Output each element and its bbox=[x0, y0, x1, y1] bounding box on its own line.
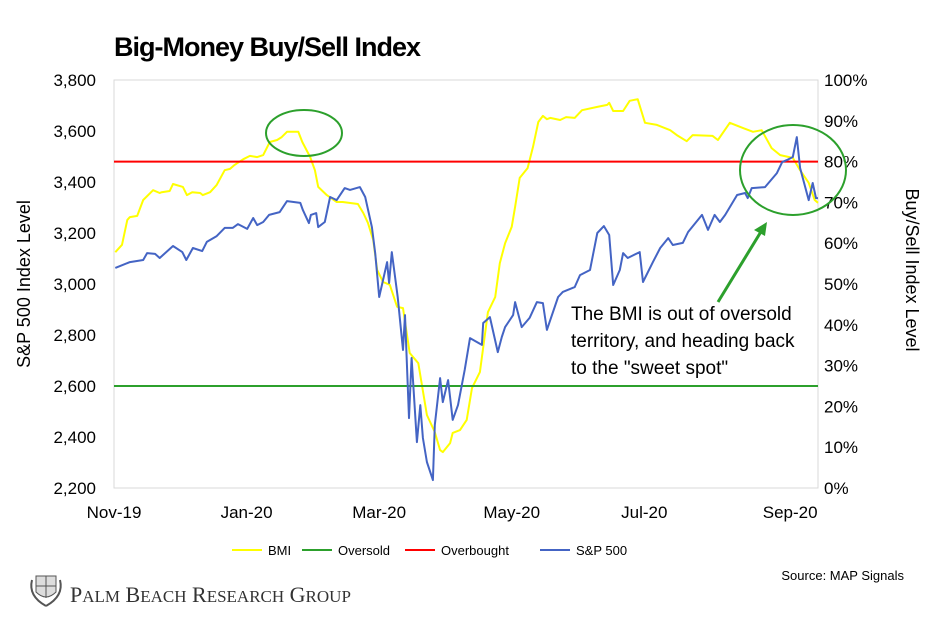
y2-tick-label: 50% bbox=[824, 275, 858, 294]
y2-axis-label: Buy/Sell Index Level bbox=[902, 188, 922, 351]
legend-label: Oversold bbox=[338, 543, 390, 558]
y2-tick-label: 0% bbox=[824, 479, 849, 498]
y-tick-label: 3,200 bbox=[53, 224, 96, 243]
x-tick-label: Mar-20 bbox=[352, 503, 406, 522]
y2-tick-label: 90% bbox=[824, 112, 858, 131]
x-tick-label: Nov-19 bbox=[87, 503, 142, 522]
x-tick-label: Jan-20 bbox=[221, 503, 273, 522]
annotation-text: The BMI is out of oversold bbox=[571, 304, 792, 325]
y-tick-label: 3,600 bbox=[53, 122, 96, 141]
x-tick-label: Jul-20 bbox=[621, 503, 667, 522]
y-tick-label: 3,400 bbox=[53, 173, 96, 192]
plot-area bbox=[113, 79, 819, 489]
chart-title: Big-Money Buy/Sell Index bbox=[114, 32, 421, 62]
series-bmi-line bbox=[114, 98, 819, 454]
y-tick-label: 2,200 bbox=[53, 479, 96, 498]
annotation-text: to the "sweet spot" bbox=[571, 358, 728, 379]
annotation-text: territory, and heading back bbox=[571, 331, 795, 352]
highlight-ellipse-sep bbox=[739, 124, 847, 216]
y-tick-label: 3,000 bbox=[53, 275, 96, 294]
highlight-ellipse-jan bbox=[265, 109, 343, 157]
x-tick-label: Sep-20 bbox=[763, 503, 818, 522]
y2-tick-label: 30% bbox=[824, 357, 858, 376]
legend-label: S&P 500 bbox=[576, 543, 627, 558]
y-axis-label: S&P 500 Index Level bbox=[14, 200, 34, 368]
y2-tick-label: 40% bbox=[824, 316, 858, 335]
series-s-p-500-line bbox=[114, 136, 818, 482]
y2-tick-label: 100% bbox=[824, 71, 867, 90]
y2-tick-label: 60% bbox=[824, 234, 858, 253]
logo: PALM BEACH RESEARCH GROUP bbox=[30, 575, 351, 607]
y-tick-label: 2,400 bbox=[53, 428, 96, 447]
legend-label: Overbought bbox=[441, 543, 509, 558]
source-note: Source: MAP Signals bbox=[781, 568, 904, 583]
y2-tick-label: 80% bbox=[824, 153, 858, 172]
y2-tick-label: 20% bbox=[824, 397, 858, 416]
legend-label: BMI bbox=[268, 543, 291, 558]
y2-tick-label: 70% bbox=[824, 193, 858, 212]
annotation-arrow bbox=[716, 229, 764, 303]
logo-text: PALM BEACH RESEARCH GROUP bbox=[70, 582, 351, 607]
x-tick-label: May-20 bbox=[483, 503, 540, 522]
y-tick-label: 3,800 bbox=[53, 71, 96, 90]
y-tick-label: 2,600 bbox=[53, 377, 96, 396]
crest-icon bbox=[30, 575, 62, 607]
y2-tick-label: 10% bbox=[824, 438, 858, 457]
arrow-head-icon bbox=[754, 222, 767, 236]
y-tick-label: 2,800 bbox=[53, 326, 96, 345]
